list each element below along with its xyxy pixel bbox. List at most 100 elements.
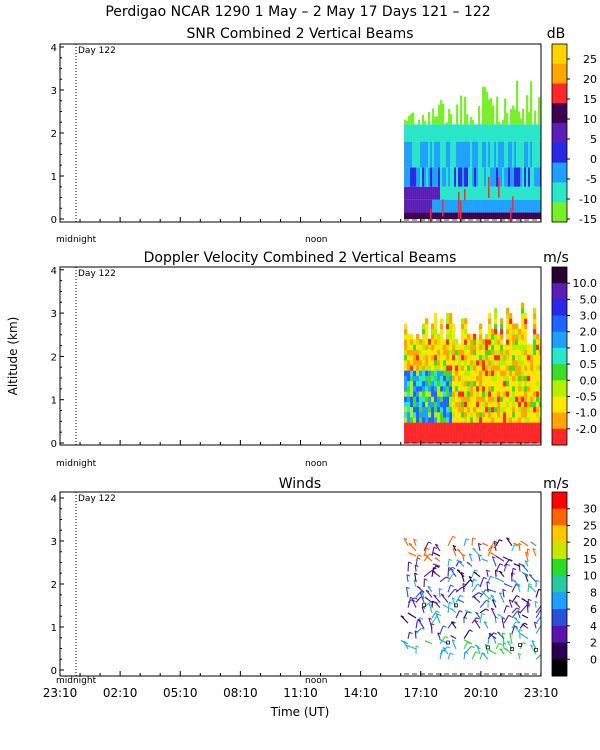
snr-cell (450, 124, 453, 142)
doppler-cell (539, 422, 541, 428)
snr-cell (496, 212, 499, 219)
doppler-cell (539, 375, 541, 382)
doppler-cell (407, 333, 411, 340)
wind-barb-flag (499, 563, 504, 566)
snr-cell (430, 199, 433, 213)
wind-barb-flag (406, 644, 410, 648)
doppler-cell (428, 354, 432, 361)
doppler-cell (440, 375, 444, 382)
doppler-cell (524, 349, 528, 356)
snr-cell (422, 199, 425, 213)
doppler-cell (443, 375, 447, 382)
doppler-cell (458, 385, 462, 392)
snr-cell (442, 186, 445, 200)
doppler-cell (404, 396, 408, 402)
doppler-cell (443, 380, 447, 387)
snr-cell (468, 199, 471, 213)
doppler-cell (515, 401, 519, 408)
snr-cell (518, 199, 521, 213)
doppler-cell (431, 437, 435, 444)
doppler-cell (518, 328, 522, 335)
doppler-cell (536, 406, 540, 413)
doppler-cell (461, 380, 465, 387)
snr-cell (434, 212, 437, 219)
colorbar-swatch (552, 492, 567, 510)
doppler-cell (473, 375, 477, 382)
wind-barb (414, 564, 417, 572)
doppler-cell (530, 344, 534, 350)
snr-cell (512, 186, 515, 200)
doppler-cell (506, 339, 510, 345)
doppler-cell (494, 349, 498, 356)
wind-barb-flag (483, 576, 487, 580)
doppler-cell (464, 417, 468, 423)
doppler-cell (536, 380, 540, 387)
doppler-cell (452, 401, 456, 408)
snr-cell (410, 199, 413, 213)
doppler-cell (533, 349, 537, 356)
doppler-cell (533, 318, 537, 324)
wind-barb-flag (469, 629, 473, 632)
wind-barb-flag (513, 542, 517, 546)
snr-cell (490, 199, 493, 213)
doppler-cell (524, 333, 528, 340)
snr-cell (410, 141, 413, 168)
doppler-cell (404, 406, 408, 413)
doppler-cell (434, 313, 438, 319)
doppler-cell (521, 432, 525, 439)
snr-cell (464, 141, 467, 168)
doppler-cell (482, 339, 486, 345)
doppler-cell (428, 427, 432, 434)
colorbar-swatch (552, 396, 567, 414)
snr-cell (424, 124, 427, 142)
doppler-cell (464, 375, 468, 382)
wind-barb-flag (409, 631, 413, 635)
snr-cell (492, 199, 495, 213)
doppler-cell (482, 385, 486, 392)
doppler-cell (419, 354, 423, 361)
doppler-cell (515, 359, 519, 366)
doppler-cell (458, 344, 462, 350)
snr-cell (420, 186, 423, 200)
doppler-cell (425, 328, 429, 335)
snr-cell (446, 212, 449, 219)
colorbar-tick-label: 0 (590, 653, 597, 666)
doppler-cell (425, 365, 429, 371)
doppler-cell (491, 354, 495, 361)
doppler-cell (476, 370, 480, 376)
snr-cell (486, 212, 489, 219)
doppler-cell (503, 437, 507, 444)
snr-cell (478, 212, 481, 219)
doppler-cell (428, 380, 432, 387)
doppler-cell (494, 328, 498, 335)
doppler-cell (431, 365, 435, 371)
doppler-cell (452, 380, 456, 387)
doppler-cell (425, 359, 429, 366)
doppler-cell (452, 437, 456, 444)
doppler-cell (518, 417, 522, 423)
wind-barb (468, 553, 473, 562)
doppler-cell (506, 385, 510, 392)
snr-cell (510, 199, 513, 213)
doppler-cell (491, 344, 495, 350)
wind-barb-flag (514, 601, 518, 604)
doppler-cell (467, 333, 471, 340)
snr-cell (438, 199, 441, 213)
snr-cell (534, 141, 537, 168)
snr-cell (466, 124, 469, 142)
snr-cell (478, 106, 481, 125)
wind-barb-flag (461, 571, 465, 575)
doppler-cell (524, 365, 528, 371)
wind-barb (487, 575, 492, 583)
time-tick-label: 11:10 (283, 686, 318, 700)
doppler-cell (491, 380, 495, 387)
doppler-cell (482, 437, 486, 444)
snr-cell (450, 141, 453, 168)
doppler-cell (539, 370, 541, 376)
doppler-cell (503, 375, 507, 382)
wind-barb-flag (493, 540, 498, 544)
doppler-cell (512, 396, 516, 402)
doppler-cell (449, 385, 453, 392)
snr-cell (464, 199, 467, 213)
snr-cell (460, 200, 462, 221)
